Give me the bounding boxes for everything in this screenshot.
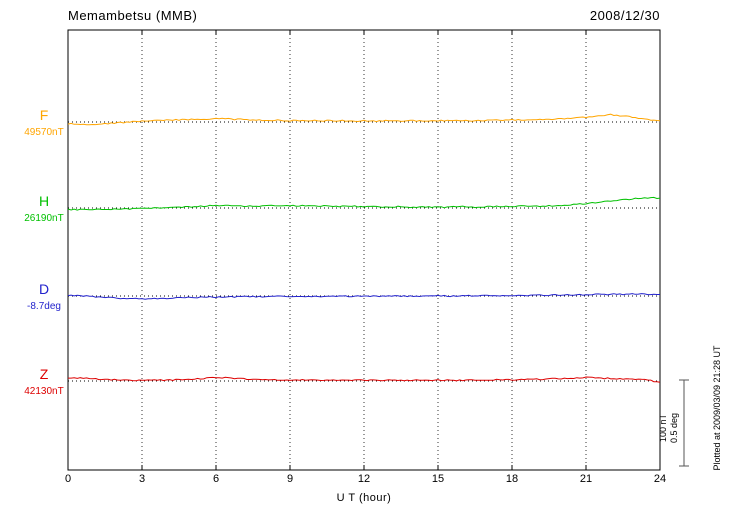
x-tick-label-3: 3 [138, 473, 146, 485]
trace-label-F: F [39, 107, 49, 123]
trace-reference-H: 26190nT [24, 213, 64, 224]
scale-nt-label: 100 nT [658, 413, 668, 443]
x-tick-label-12: 12 [357, 473, 371, 485]
scale-deg-label: 0.5 deg [669, 412, 679, 444]
trace-reference-F: 49570nT [24, 127, 64, 138]
date-label: 2008/12/30 [589, 8, 660, 23]
x-tick-label-24: 24 [653, 473, 667, 485]
x-tick-label-18: 18 [505, 473, 519, 485]
trace-Z [68, 376, 661, 383]
trace-label-H: H [38, 193, 50, 209]
x-axis-label: U T (hour) [336, 492, 392, 504]
trace-label-Z: Z [39, 366, 49, 382]
trace-label-D: D [38, 281, 50, 297]
x-tick-label-21: 21 [579, 473, 593, 485]
trace-D [67, 293, 660, 300]
trace-H [67, 196, 661, 211]
trace-reference-D: -8.7deg [27, 301, 61, 312]
x-tick-label-9: 9 [286, 473, 294, 485]
trace-reference-Z: 42130nT [24, 386, 64, 397]
scale-bar-label: 100 nT 0.5 deg [658, 406, 680, 450]
plotted-at-note: Plotted at 2009/03/09 21:28 UT [712, 345, 722, 471]
x-tick-label-6: 6 [212, 473, 220, 485]
x-tick-label-15: 15 [431, 473, 445, 485]
station-title: Memambetsu (MMB) [68, 8, 198, 23]
x-tick-label-0: 0 [64, 473, 72, 485]
trace-F [67, 113, 661, 126]
